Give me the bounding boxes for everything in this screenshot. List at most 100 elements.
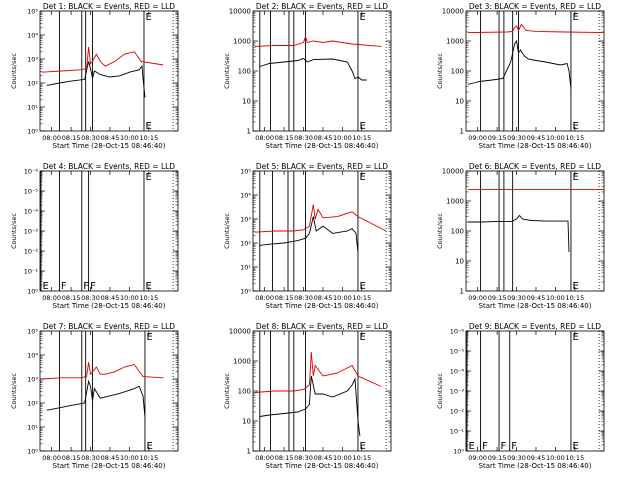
x-tick-label: 08:30 [81, 454, 100, 462]
y-tick-label: 10⁰ [453, 448, 464, 456]
plot-frame [465, 330, 605, 452]
y-axis-label: Counts/sec [223, 373, 231, 409]
y-tick-label: 100 [451, 228, 464, 236]
y-tick-label: 10⁻⁴ [24, 208, 39, 216]
x-tick-label: 08:45 [101, 294, 120, 302]
x-axis-label: Start Time (28-Oct-15 08:46:40) [266, 142, 379, 150]
x-tick-label: 08:30 [294, 454, 313, 462]
plot-frame [252, 170, 392, 292]
event-marker-letter-top: E [145, 172, 151, 183]
lld-series-line [41, 46, 164, 73]
x-tick-label: 09:15 [488, 294, 507, 302]
panel-title: Det 6: BLACK = Events, RED = LLD [469, 162, 601, 171]
x-axis-label: Start Time (28-Oct-15 08:46:40) [266, 462, 379, 470]
events-series-line [259, 216, 359, 253]
event-marker-letter-bottom: F [501, 441, 507, 452]
panel-det-3: 1 10 100 1000 10000 09:00 09:15 09:30 09:45 10:00… [436, 2, 605, 150]
event-marker-letter-top: E [572, 12, 578, 23]
x-tick-label: 08:00 [42, 454, 61, 462]
event-marker-letter-bottom: E [572, 121, 578, 132]
y-tick-label: 1 [460, 288, 464, 296]
lld-series-line [41, 362, 164, 380]
x-tick-label: 08:30 [294, 294, 313, 302]
event-marker-letter-bottom: E [359, 441, 365, 452]
event-marker-letter-bottom: E [572, 441, 578, 452]
x-tick-label: 10:15 [352, 454, 371, 462]
y-tick-label: 1 [247, 448, 251, 456]
x-tick-label: 08:30 [81, 134, 100, 142]
events-series-line [467, 214, 570, 253]
event-marker-letter-top: E [359, 12, 365, 23]
y-tick-label: 100 [238, 68, 251, 76]
x-tick-label: 08:45 [101, 134, 120, 142]
event-marker-letter-top: E [572, 332, 578, 343]
y-tick-label: 10² [27, 400, 38, 408]
x-tick-label: 10:15 [565, 294, 584, 302]
panel-title: Det 3: BLACK = Events, RED = LLD [469, 2, 601, 11]
events-series-line [46, 61, 146, 98]
y-tick-label: 10⁵ [27, 328, 38, 336]
y-tick-label: 10³ [240, 216, 251, 224]
y-tick-label: 10⁰ [240, 288, 251, 296]
event-marker-letter-bottom: E [359, 281, 365, 292]
y-tick-label: 10⁴ [27, 32, 38, 40]
event-marker-letter-bottom: F [90, 281, 96, 292]
plot-frame [465, 10, 605, 132]
x-tick-label: 10:00 [546, 294, 565, 302]
y-tick-label: 10⁴ [27, 352, 38, 360]
x-tick-label: 09:30 [507, 294, 526, 302]
y-tick-label: 10⁻¹ [24, 268, 39, 276]
event-marker-letter-top: E [145, 12, 151, 23]
x-tick-label: 10:00 [120, 134, 139, 142]
y-tick-label: 10000 [442, 168, 464, 176]
x-tick-label: 10:15 [139, 294, 158, 302]
lld-series-line [254, 351, 382, 393]
y-tick-label: 10000 [442, 8, 464, 16]
x-tick-label: 08:30 [81, 294, 100, 302]
y-axis-label: Counts/sec [10, 213, 18, 249]
x-tick-label: 10:00 [333, 294, 352, 302]
y-tick-label: 1 [460, 128, 464, 136]
x-tick-label: 09:30 [507, 454, 526, 462]
x-tick-label: 08:45 [314, 454, 333, 462]
y-tick-label: 10000 [229, 328, 251, 336]
x-tick-label: 10:15 [565, 134, 584, 142]
plot-frame [39, 330, 179, 452]
event-marker-letter-bottom: E [572, 281, 578, 292]
x-tick-label: 08:15 [275, 294, 294, 302]
x-axis-label: Start Time (28-Oct-15 08:46:40) [479, 462, 592, 470]
y-tick-label: 10⁴ [240, 192, 251, 200]
x-tick-label: 10:00 [120, 454, 139, 462]
x-axis-label: Start Time (28-Oct-15 08:46:40) [53, 142, 166, 150]
events-series-line [259, 57, 367, 81]
y-tick-label: 10⁻¹ [450, 428, 465, 436]
y-tick-label: 100 [238, 388, 251, 396]
x-tick-label: 09:15 [488, 454, 507, 462]
y-tick-label: 10⁻⁵ [24, 188, 39, 196]
event-marker-letter-top: E [359, 332, 365, 343]
y-axis-label: Counts/sec [223, 53, 231, 89]
y-tick-label: 10³ [27, 376, 38, 384]
y-tick-label: 1000 [233, 358, 251, 366]
x-tick-label: 10:15 [565, 454, 584, 462]
x-tick-label: 08:00 [42, 294, 61, 302]
x-tick-label: 09:30 [507, 134, 526, 142]
event-marker-letter-top: E [359, 172, 365, 183]
y-axis-label: Counts/sec [10, 373, 18, 409]
y-axis-label: Counts/sec [436, 373, 444, 409]
events-series-line [259, 375, 361, 437]
y-tick-label: 10⁵ [240, 168, 251, 176]
x-tick-label: 09:00 [468, 454, 487, 462]
y-tick-label: 10⁻² [24, 248, 39, 256]
event-marker-letter-bottom: F [482, 441, 488, 452]
panel-title: Det 8: BLACK = Events, RED = LLD [256, 322, 388, 331]
panel-title: Det 1: BLACK = Events, RED = LLD [43, 2, 175, 11]
plot-frame [465, 170, 605, 292]
x-tick-label: 10:00 [333, 134, 352, 142]
x-axis-label: Start Time (28-Oct-15 08:46:40) [53, 462, 166, 470]
plot-frame [252, 10, 392, 132]
x-tick-label: 09:45 [527, 454, 546, 462]
x-tick-label: 10:00 [120, 294, 139, 302]
